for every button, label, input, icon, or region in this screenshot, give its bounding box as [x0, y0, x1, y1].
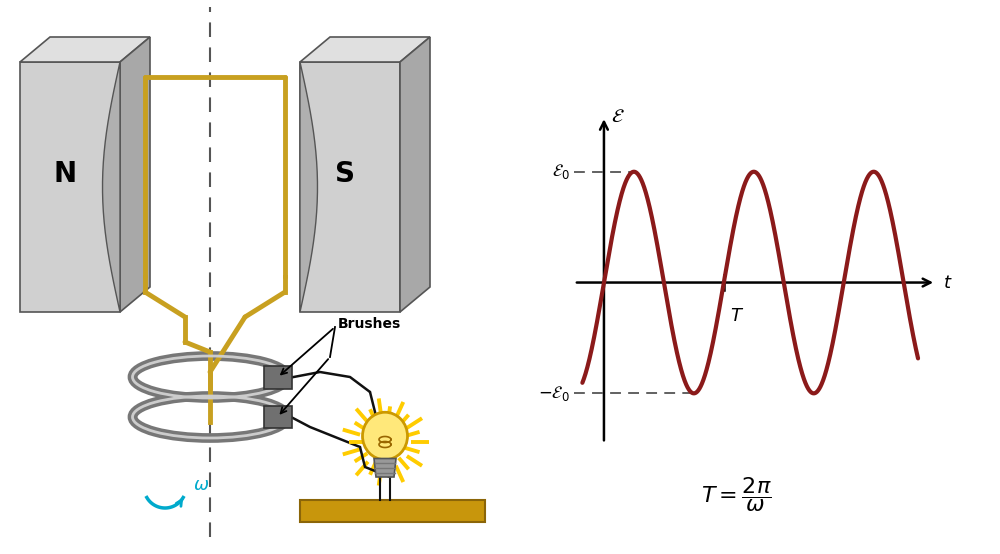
Polygon shape — [300, 500, 485, 522]
Text: $\mathcal{E}_0$: $\mathcal{E}_0$ — [552, 162, 570, 181]
Polygon shape — [20, 62, 120, 312]
Text: $\omega$: $\omega$ — [193, 475, 209, 494]
Polygon shape — [300, 62, 317, 312]
Polygon shape — [300, 62, 400, 312]
Text: $T = \dfrac{2\pi}{\omega}$: $T = \dfrac{2\pi}{\omega}$ — [701, 475, 771, 514]
Polygon shape — [374, 459, 396, 477]
Ellipse shape — [362, 412, 408, 460]
Polygon shape — [103, 62, 120, 312]
Text: Brushes: Brushes — [338, 317, 401, 331]
Text: $\mathcal{E}$: $\mathcal{E}$ — [611, 107, 625, 126]
FancyBboxPatch shape — [264, 406, 292, 428]
Text: S: S — [335, 161, 355, 188]
Text: $T$: $T$ — [730, 307, 744, 325]
Polygon shape — [20, 37, 150, 62]
Polygon shape — [300, 37, 430, 62]
Text: $t$: $t$ — [943, 274, 953, 291]
Polygon shape — [120, 37, 150, 312]
Text: N: N — [53, 161, 77, 188]
Text: $-\mathcal{E}_0$: $-\mathcal{E}_0$ — [538, 384, 570, 403]
FancyBboxPatch shape — [264, 366, 292, 389]
Polygon shape — [400, 37, 430, 312]
